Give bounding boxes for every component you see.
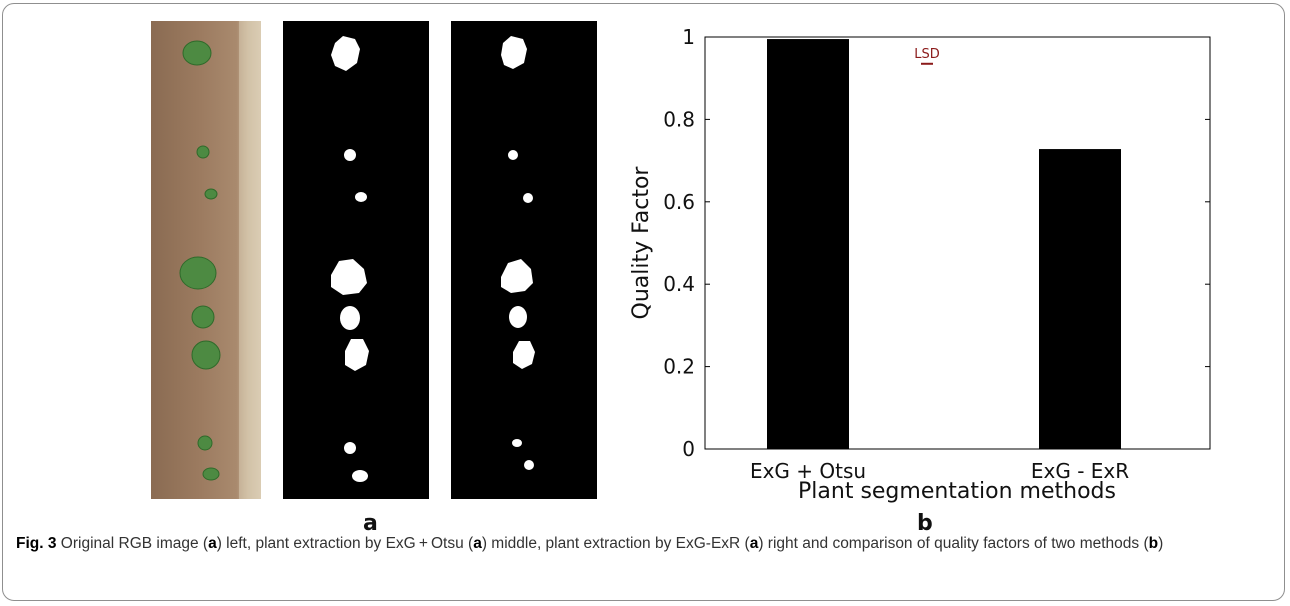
caption-fig-label: Fig. 3 (16, 535, 57, 552)
y-tick-label: 0.4 (663, 272, 695, 296)
caption-part: ) left, plant extraction by ExG + Otsu ( (216, 535, 474, 552)
caption-part: Original RGB image ( (60, 535, 209, 552)
axes-box (704, 36, 1211, 450)
y-tick-label: 0 (682, 437, 695, 461)
otsu-mask-image (283, 21, 429, 499)
exr-mask-image (451, 21, 597, 499)
caption-part: a (749, 535, 759, 552)
x-tick-label: ExG - ExR (1031, 459, 1129, 483)
caption-part: ) right and comparison of quality factor… (758, 535, 1149, 552)
bar-1 (1039, 149, 1121, 449)
panel-a-label: a (363, 511, 378, 536)
y-tick-label: 0.2 (663, 355, 695, 379)
x-axis-label: Plant segmentation methods (798, 479, 1116, 504)
caption-part: a (208, 535, 217, 552)
bar-0 (767, 39, 849, 449)
y-axis-label: Quality Factor (629, 166, 654, 320)
caption-part: ) (1158, 535, 1164, 552)
y-tick-label: 0.8 (663, 107, 695, 131)
quality-factor-chart: LSD 0 0.2 0.4 0.6 0.8 1 ExG + Otsu ExG - ExR P… (629, 25, 1211, 504)
caption-part: ) middle, plant extraction by ExG-ExR ( (481, 535, 750, 552)
lsd-label: LSD (914, 47, 940, 62)
caption-part: b (1148, 535, 1159, 552)
x-tick-label: ExG + Otsu (750, 459, 866, 483)
y-tick-label: 0.6 (663, 190, 695, 214)
panel-b-label: b (917, 511, 933, 536)
figure-frame (2, 3, 1285, 601)
caption-part: a (473, 535, 482, 552)
rgb-photo (151, 21, 261, 499)
y-tick-label: 1 (682, 25, 695, 49)
figure-caption: Fig. 3 Original RGB image (a) left, plan… (16, 531, 1274, 557)
